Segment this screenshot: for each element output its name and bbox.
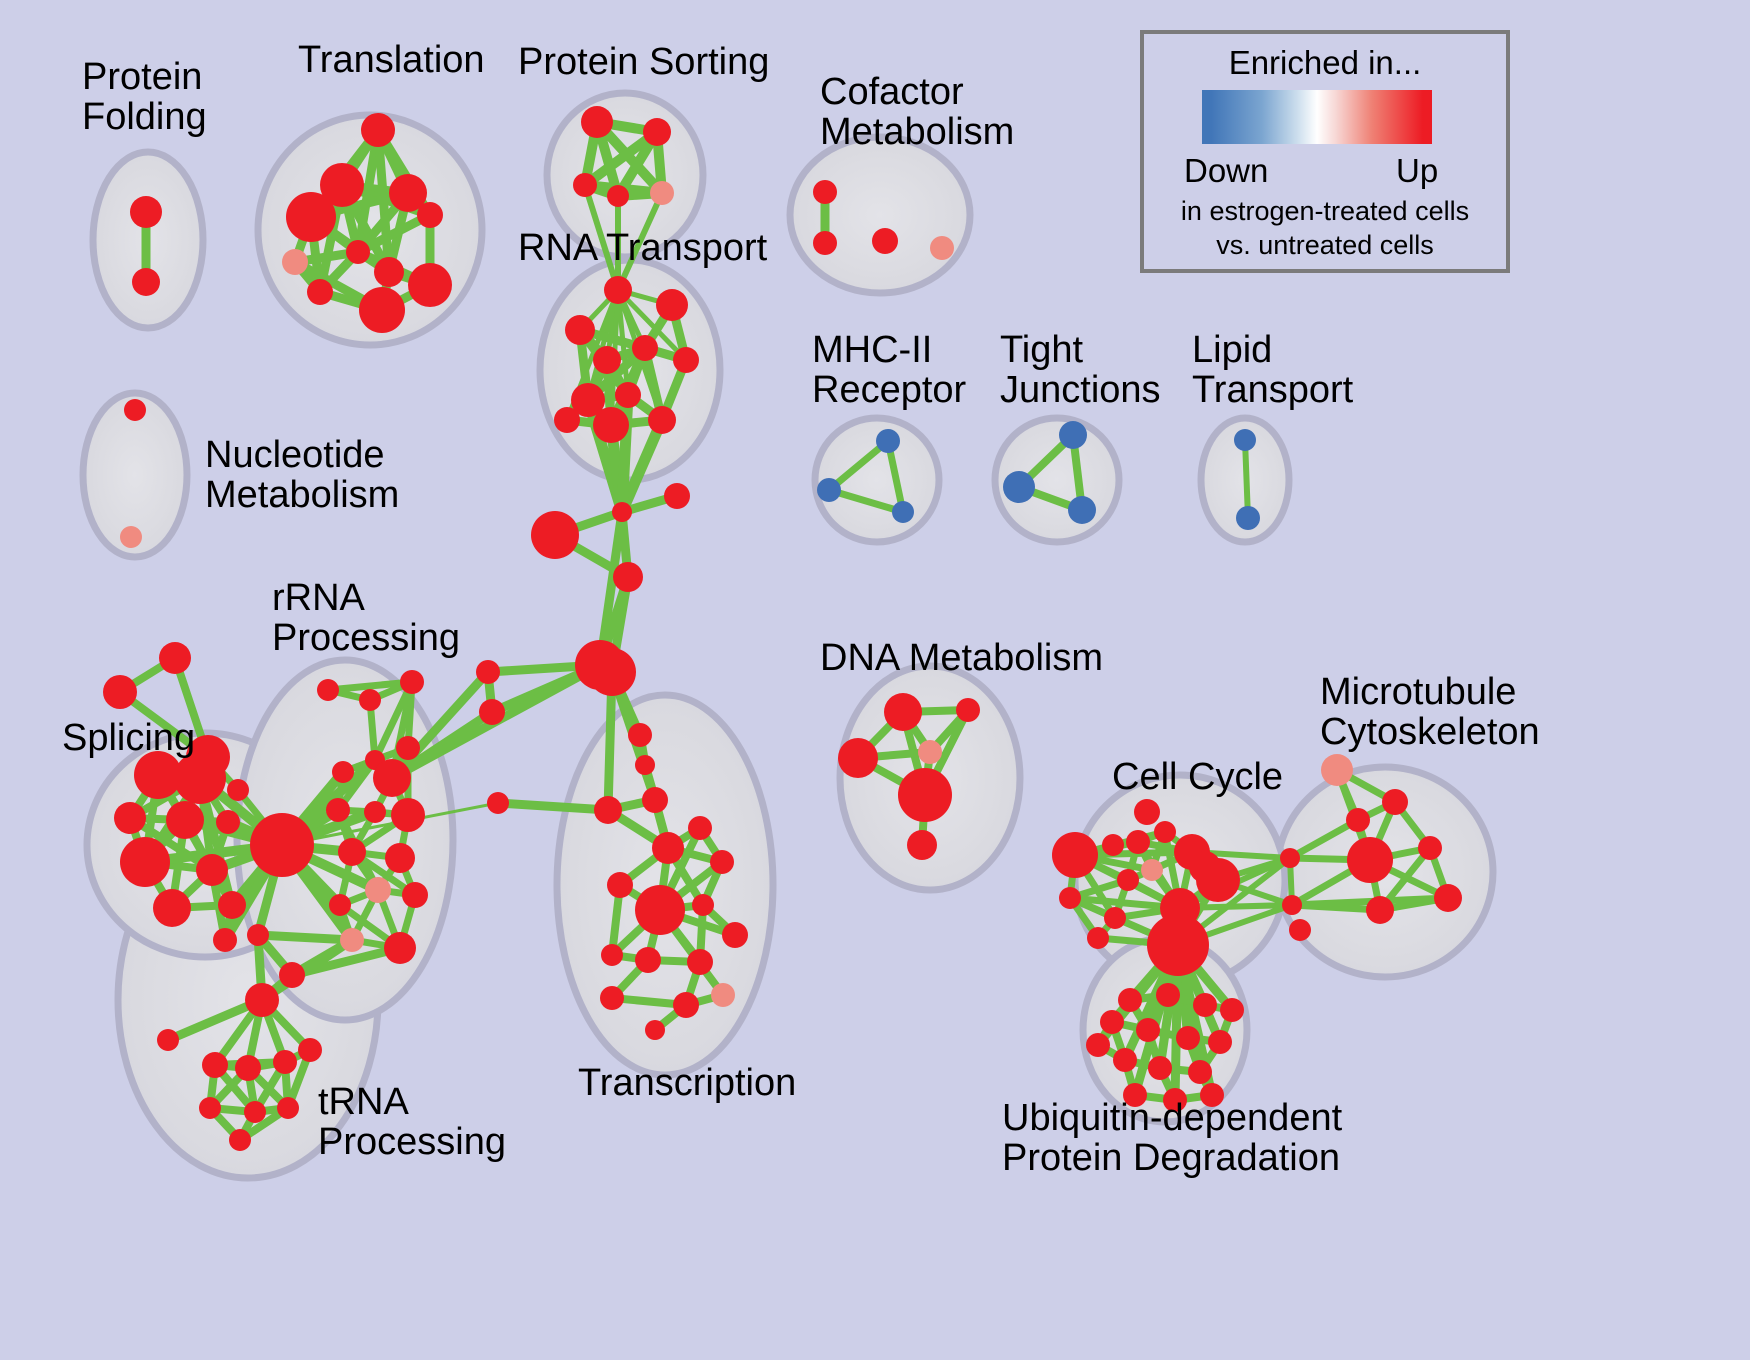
legend-title: Enriched in... — [1228, 44, 1422, 81]
legend-down-label: Down — [1184, 152, 1269, 189]
network-nodes — [103, 106, 1462, 1151]
legend-box: Enriched in... Down Up in estrogen-treat… — [1140, 30, 1510, 273]
color-scale-bar — [1202, 90, 1432, 144]
legend-subtitle-line1: in estrogen-treated cells — [1180, 196, 1470, 226]
legend-subtitle-line2: vs. untreated cells — [1216, 230, 1434, 260]
hull-nucleotide-metabolism — [79, 389, 191, 561]
legend-up-label: Up — [1396, 152, 1439, 189]
hull-cofactor-metabolism — [786, 133, 974, 297]
